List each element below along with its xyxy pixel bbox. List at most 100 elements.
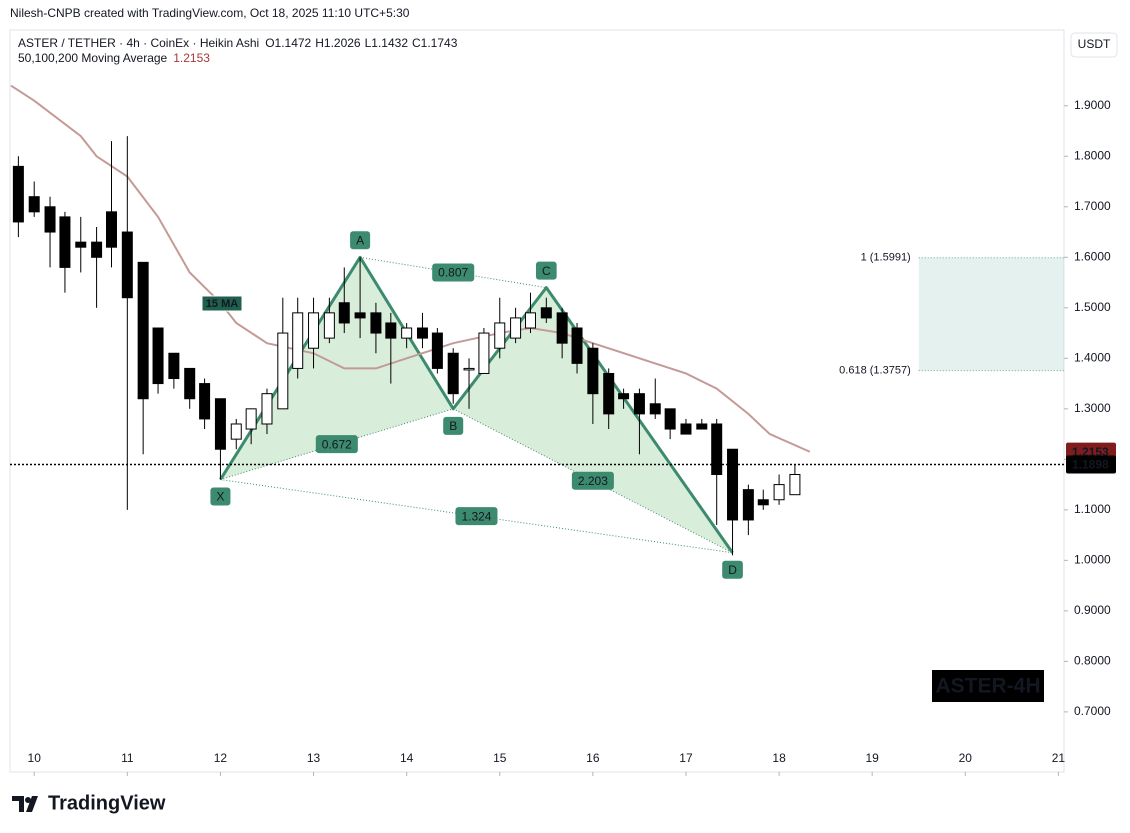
candle-body [199, 383, 211, 420]
y-tick-label: 1.3000 [1074, 401, 1111, 415]
ohlc-value: C1.1743 [412, 36, 458, 50]
candle-body [230, 423, 242, 440]
currency-button [1070, 32, 1118, 58]
ohlc-value: O1.1472 [265, 36, 311, 50]
pattern-point-label: X [216, 490, 224, 504]
candle-body [105, 211, 117, 248]
x-tick-label: 14 [400, 751, 414, 765]
candle-body [292, 312, 304, 369]
candle-body [12, 165, 24, 223]
candle-body [245, 408, 257, 430]
candle-body [494, 322, 506, 349]
x-tick-label: 10 [28, 751, 42, 765]
candle-body [757, 499, 769, 506]
y-tick-label: 0.8000 [1074, 654, 1111, 668]
candle-body [603, 372, 615, 415]
candle-body [773, 484, 785, 501]
candle-body [354, 312, 366, 319]
ohlc-value: H1.2026 [315, 36, 361, 50]
candle-body [416, 327, 428, 339]
ratio-label-group: 0.807 [432, 263, 475, 282]
candle-body [649, 403, 661, 415]
candle-body [91, 241, 103, 258]
indicator-value: 1.2153 [173, 51, 210, 65]
target-zone [918, 257, 1064, 371]
candle-body [44, 206, 56, 233]
indicator-name: 50,100,200 Moving Average [18, 51, 168, 65]
candle-body [556, 312, 568, 344]
x-tick-label: 21 [1052, 751, 1066, 765]
ratio-label: 0.672 [322, 437, 352, 451]
pattern-point-label-group: X [210, 487, 231, 506]
y-tick-label: 1.8000 [1074, 148, 1111, 162]
pattern-point-label: C [542, 264, 551, 278]
candle-body [510, 317, 522, 339]
candle-body [214, 398, 226, 450]
target-label: 1 (1.5991) [861, 252, 911, 264]
candle-body [121, 231, 133, 299]
ratio-label-group: 2.203 [571, 471, 614, 490]
ma-tag: 15 MA [201, 295, 243, 312]
pattern-ratio-line [452, 408, 733, 554]
candle-body [75, 241, 87, 248]
legend-title: ASTER / TETHER · 4h · CoinEx · Heikin As… [18, 36, 458, 50]
watermark-box [932, 670, 1044, 702]
candle-body [633, 393, 645, 415]
ratio-label: 2.203 [578, 474, 608, 488]
x-tick-label: 19 [866, 751, 880, 765]
ratio-label: 1.324 [461, 509, 491, 523]
pattern-point-label-group: A [350, 231, 371, 250]
ratio-label-box [571, 471, 614, 490]
candle-body [137, 261, 149, 400]
x-tick-label: 16 [586, 751, 600, 765]
y-tick-label: 1.0000 [1074, 553, 1111, 567]
ma-price-tag: 1.2153 [1072, 445, 1109, 459]
pattern-point-label-box [210, 487, 231, 506]
candle-body [401, 327, 413, 339]
candle-body [524, 312, 536, 329]
ratio-label: 0.807 [438, 266, 468, 280]
candle-body [618, 393, 630, 400]
candle-body [711, 423, 723, 475]
ratio-label-group: 0.672 [315, 435, 358, 454]
ratio-label-group: 1.324 [455, 507, 498, 526]
x-tick-label: 12 [214, 751, 228, 765]
symbol-title: ASTER / TETHER · 4h · CoinEx · Heikin As… [18, 36, 259, 50]
pattern-point-label-group: B [443, 416, 464, 435]
candle-body [789, 473, 801, 496]
y-tick-label: 1.7000 [1074, 199, 1111, 213]
x-tick-label: 11 [121, 751, 134, 765]
last-price-tag-box [1066, 455, 1116, 474]
candle-body [727, 448, 739, 521]
pattern-point-label-box [443, 416, 464, 435]
y-tick-label: 1.1000 [1074, 502, 1111, 516]
candle-body [184, 367, 196, 400]
candle-body [431, 332, 443, 369]
y-tick-label: 0.7000 [1074, 704, 1111, 718]
pattern-point-label-group: D [722, 560, 743, 579]
x-tick-label: 15 [493, 751, 507, 765]
candle-body [385, 322, 397, 339]
y-tick-label: 1.6000 [1074, 249, 1111, 263]
pattern-point-label-group: C [535, 261, 557, 280]
pattern-fill [220, 257, 454, 480]
logo-text: TradingView [48, 792, 166, 814]
candle-body [168, 352, 180, 380]
y-tick-label: 0.9000 [1074, 603, 1111, 617]
candle-body [308, 312, 320, 349]
pattern-point-label: B [449, 419, 457, 433]
candle-body [370, 312, 382, 334]
x-tick-label: 18 [772, 751, 786, 765]
candle-body [277, 332, 289, 410]
x-tick-label: 17 [679, 751, 693, 765]
pattern-point-label-box [535, 261, 557, 280]
candle-body [261, 393, 273, 425]
candle-body [28, 196, 40, 213]
ma-tag-box [201, 295, 243, 312]
watermark: ASTER-4H [935, 675, 1040, 698]
candle-body [664, 408, 676, 430]
candle-body [152, 327, 164, 385]
candle-body [338, 302, 350, 324]
last-price-tag: 1.1898 [1072, 458, 1109, 472]
